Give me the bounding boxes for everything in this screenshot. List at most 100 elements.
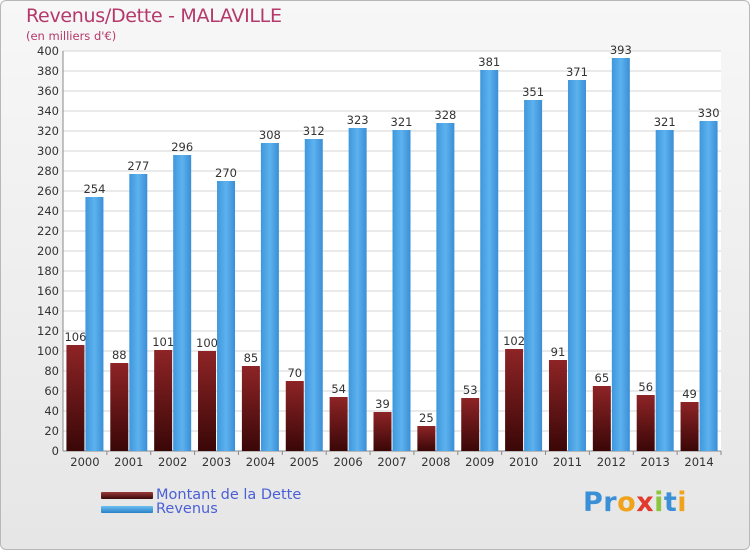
y-tick-label: 180 bbox=[37, 264, 59, 278]
bar-revenus bbox=[611, 58, 630, 451]
logo-letter: i bbox=[654, 487, 664, 518]
bar-dette bbox=[241, 366, 260, 451]
bar-revenus bbox=[348, 128, 367, 451]
data-label-dette: 106 bbox=[64, 330, 86, 344]
x-tick-label: 2002 bbox=[158, 455, 187, 469]
y-tick-label: 260 bbox=[37, 184, 59, 198]
legend-label-revenus: Revenus bbox=[156, 501, 218, 517]
data-label-revenus: 381 bbox=[478, 55, 500, 69]
data-label-revenus: 308 bbox=[259, 128, 281, 142]
legend-swatch-dette bbox=[101, 492, 153, 499]
data-label-revenus: 296 bbox=[171, 140, 193, 154]
y-tick-label: 300 bbox=[37, 144, 59, 158]
bar-dette bbox=[680, 402, 699, 451]
logo-letter: P bbox=[583, 487, 604, 518]
x-tick-label: 2013 bbox=[641, 455, 670, 469]
bar-dette bbox=[154, 350, 173, 451]
y-tick-label: 220 bbox=[37, 224, 59, 238]
bar-dette bbox=[417, 426, 436, 451]
x-tick-label: 2005 bbox=[290, 455, 319, 469]
bar-dette bbox=[110, 363, 129, 451]
bar-dette bbox=[66, 345, 85, 451]
y-tick-label: 120 bbox=[37, 324, 59, 338]
data-label-dette: 85 bbox=[244, 351, 259, 365]
logo-letter: t bbox=[663, 487, 678, 518]
y-tick-label: 380 bbox=[37, 64, 59, 78]
bar-dette bbox=[373, 412, 392, 451]
data-label-revenus: 371 bbox=[566, 65, 588, 79]
bar-dette bbox=[329, 397, 348, 451]
bar-revenus bbox=[173, 155, 192, 451]
x-tick-label: 2004 bbox=[246, 455, 275, 469]
data-label-dette: 65 bbox=[595, 371, 610, 385]
bar-revenus bbox=[392, 130, 411, 451]
bar-dette bbox=[198, 351, 217, 451]
x-tick-label: 2001 bbox=[114, 455, 143, 469]
logo-letter: x bbox=[636, 487, 655, 518]
data-label-dette: 100 bbox=[196, 336, 218, 350]
bar-revenus bbox=[480, 70, 499, 451]
y-tick-label: 160 bbox=[37, 284, 59, 298]
y-tick-label: 360 bbox=[37, 84, 59, 98]
y-tick-label: 20 bbox=[44, 424, 59, 438]
y-tick-label: 140 bbox=[37, 304, 59, 318]
bar-revenus bbox=[217, 181, 236, 451]
bar-revenus bbox=[655, 130, 674, 451]
data-label-dette: 102 bbox=[503, 334, 525, 348]
data-label-dette: 101 bbox=[152, 335, 174, 349]
data-label-dette: 53 bbox=[463, 383, 478, 397]
bar-revenus bbox=[85, 197, 104, 451]
legend-label-dette: Montant de la Dette bbox=[156, 487, 302, 503]
legend-swatch-revenus bbox=[101, 506, 153, 513]
data-label-revenus: 393 bbox=[610, 43, 632, 57]
x-tick-label: 2009 bbox=[465, 455, 494, 469]
y-tick-label: 340 bbox=[37, 104, 59, 118]
data-label-revenus: 351 bbox=[522, 85, 544, 99]
y-tick-label: 280 bbox=[37, 164, 59, 178]
data-label-revenus: 254 bbox=[83, 182, 105, 196]
chart-title: Revenus/Dette - MALAVILLE bbox=[26, 5, 282, 27]
bar-revenus bbox=[699, 121, 718, 451]
data-label-revenus: 321 bbox=[391, 115, 413, 129]
data-label-dette: 54 bbox=[331, 382, 346, 396]
x-tick-label: 2000 bbox=[70, 455, 99, 469]
y-tick-label: 80 bbox=[44, 364, 59, 378]
data-label-revenus: 270 bbox=[215, 166, 237, 180]
data-label-dette: 25 bbox=[419, 411, 434, 425]
y-tick-label: 60 bbox=[44, 384, 59, 398]
y-tick-label: 320 bbox=[37, 124, 59, 138]
y-tick-label: 200 bbox=[37, 244, 59, 258]
data-label-revenus: 321 bbox=[654, 115, 676, 129]
data-label-dette: 39 bbox=[375, 397, 390, 411]
bar-dette bbox=[592, 386, 611, 451]
bar-revenus bbox=[260, 143, 279, 451]
x-tick-label: 2011 bbox=[553, 455, 582, 469]
data-label-revenus: 330 bbox=[698, 106, 720, 120]
chart-subtitle: (en milliers d'€) bbox=[26, 29, 117, 43]
x-tick-label: 2006 bbox=[333, 455, 362, 469]
x-tick-label: 2010 bbox=[509, 455, 538, 469]
bar-dette bbox=[636, 395, 655, 451]
y-tick-label: 0 bbox=[52, 444, 59, 458]
logo-letter: i bbox=[677, 487, 688, 518]
bar-dette bbox=[461, 398, 480, 451]
logo-letter: r bbox=[603, 487, 618, 518]
bar-revenus bbox=[129, 174, 148, 451]
data-label-revenus: 312 bbox=[303, 124, 325, 138]
logo-letter: o bbox=[617, 487, 637, 518]
data-label-dette: 49 bbox=[682, 387, 697, 401]
data-label-revenus: 323 bbox=[347, 113, 369, 127]
x-tick-label: 2007 bbox=[377, 455, 406, 469]
data-label-dette: 88 bbox=[112, 348, 127, 362]
x-tick-label: 2012 bbox=[597, 455, 626, 469]
bar-dette bbox=[285, 381, 304, 451]
y-tick-label: 400 bbox=[37, 44, 59, 58]
bar-revenus bbox=[304, 139, 323, 451]
bar-revenus bbox=[567, 80, 586, 451]
data-label-dette: 56 bbox=[638, 380, 653, 394]
bar-revenus bbox=[524, 100, 543, 451]
bar-dette bbox=[505, 349, 524, 451]
data-label-dette: 91 bbox=[551, 345, 566, 359]
data-label-revenus: 328 bbox=[434, 108, 456, 122]
